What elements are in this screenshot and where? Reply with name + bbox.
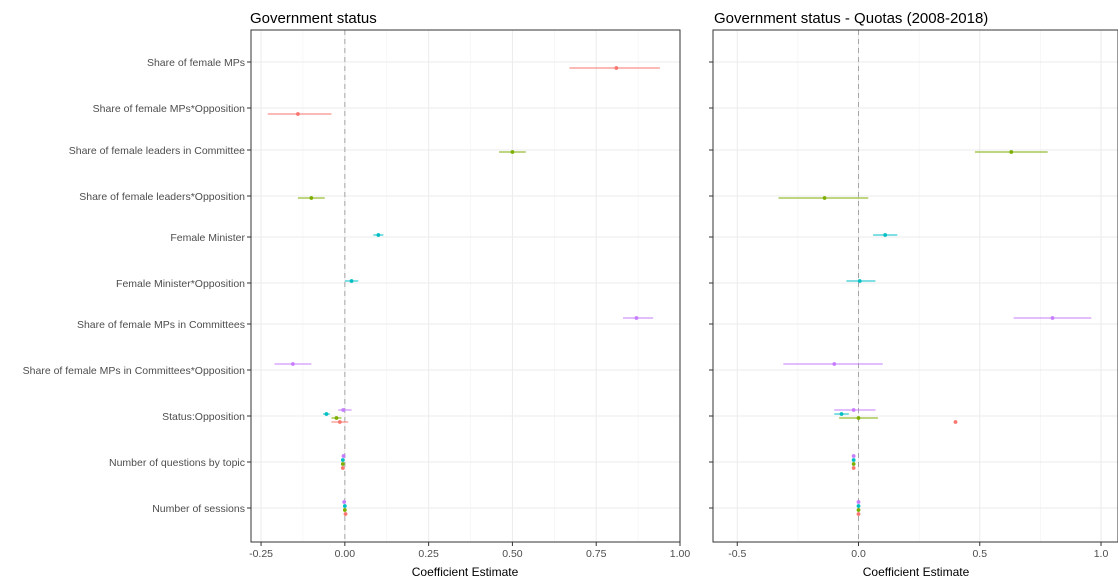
coefficient-point [851, 466, 856, 470]
coefficient-point [337, 420, 342, 424]
panel-border [712, 29, 1118, 543]
coefficient-point [296, 112, 300, 116]
coefficient-point [290, 362, 295, 366]
coefficient-point [376, 233, 381, 237]
panel-border [250, 29, 681, 543]
coefficient-point [883, 233, 888, 237]
y-tick-label: Number of sessions [152, 503, 245, 515]
coefficient-point [340, 462, 345, 466]
coefficient-point [309, 196, 314, 200]
coefficient-point [1009, 150, 1014, 154]
y-tick-label: Status:Opposition [162, 411, 245, 423]
coefficient-point [856, 416, 861, 420]
y-tick-label: Share of female leaders in Committee [69, 145, 245, 157]
coefficient-point [851, 408, 856, 412]
coefficient-point [340, 458, 345, 462]
x-tick-label: -0.5 [728, 548, 746, 560]
x-tick-label: 0.25 [418, 548, 439, 560]
y-tick-label: Share of female MPs*Opposition [93, 103, 245, 115]
x-tick-label: 1.0 [1094, 548, 1109, 560]
coefficient-point [340, 466, 345, 470]
y-tick-label: Share of female leaders*Opposition [79, 191, 245, 203]
x-tick-label: 0.0 [851, 548, 866, 560]
coefficient-point [832, 362, 837, 366]
x-tick-label: -0.25 [249, 548, 273, 560]
coefficient-point [857, 279, 862, 283]
coefficient-point [851, 454, 856, 458]
y-tick-label: Share of female MPs [147, 57, 245, 69]
coefficient-point [342, 504, 347, 508]
coefficient-point [510, 150, 515, 154]
coefficient-point [342, 500, 347, 504]
coefficient-point [856, 504, 861, 508]
coefficient-point [822, 196, 827, 200]
coefficient-point [343, 512, 348, 516]
panel-title: Government status - Quotas (2008-2018) [714, 10, 988, 27]
coefficient-point [851, 462, 856, 466]
x-tick-label: 0.75 [586, 548, 607, 560]
coefficient-point [634, 316, 639, 320]
y-tick-label: Share of female MPs in Committees*Opposi… [23, 365, 246, 377]
coefficient-point [341, 454, 346, 458]
x-tick-label: 0.50 [502, 548, 523, 560]
coefficient-point [856, 512, 861, 516]
coefficient-point [349, 279, 354, 283]
coefficient-point [856, 508, 861, 512]
coefficient-point [342, 508, 347, 512]
x-tick-label: 0.00 [335, 548, 356, 560]
x-axis-label: Coefficient Estimate [863, 565, 970, 579]
y-tick-label: Female Minister [170, 232, 245, 244]
panel-government-status-quotas: Government status - Quotas (2008-2018) -… [709, 10, 1118, 579]
coefficient-point [839, 412, 844, 416]
coefficient-point [341, 408, 346, 412]
panel-government-status: Government status Share of female MPs Sha… [23, 10, 691, 579]
x-tick-label: 0.5 [972, 548, 987, 560]
coefficient-point [953, 420, 958, 424]
y-tick-label: Number of questions by topic [109, 457, 245, 469]
coefficient-point [334, 416, 339, 420]
panel-title: Government status [250, 10, 377, 27]
coefficient-point [856, 500, 861, 504]
coefficient-point [614, 66, 619, 70]
coefficient-point [851, 458, 856, 462]
coefficient-point [324, 412, 329, 416]
x-axis-label: Coefficient Estimate [412, 565, 519, 579]
x-tick-label: 1.00 [670, 548, 691, 560]
y-tick-label: Share of female MPs in Committees [77, 319, 245, 331]
y-tick-label: Female Minister*Opposition [116, 278, 245, 290]
coefficient-point [1050, 316, 1055, 320]
